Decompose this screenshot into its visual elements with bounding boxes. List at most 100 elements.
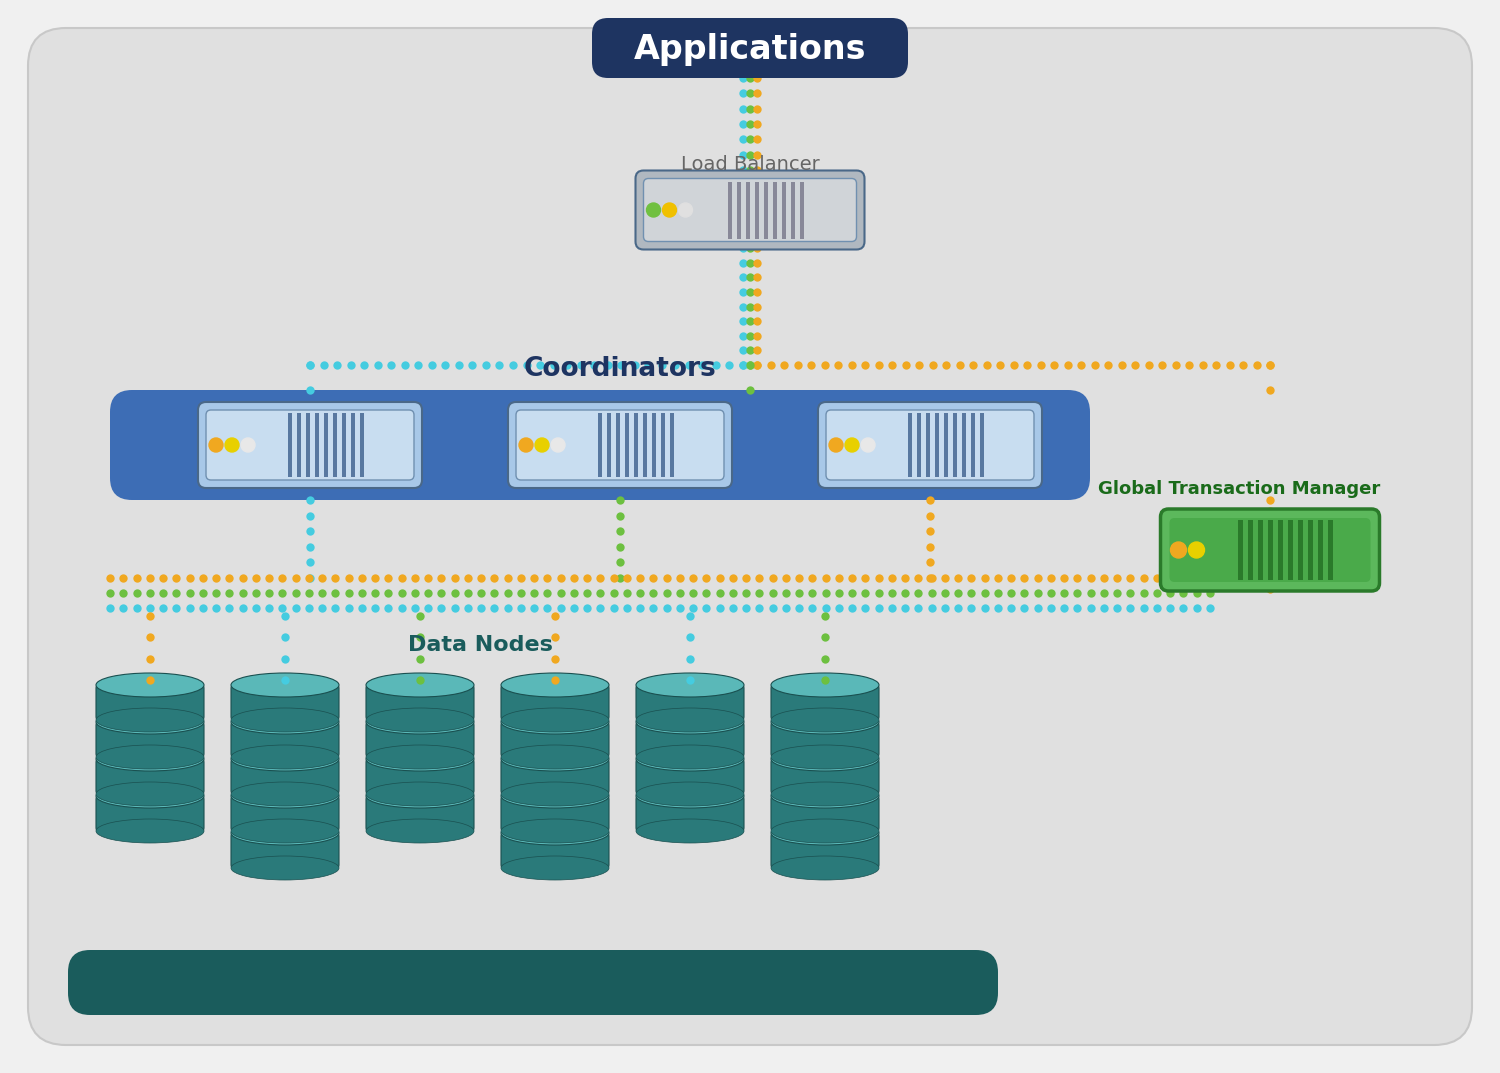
Point bbox=[840, 570, 864, 587]
Point bbox=[813, 600, 837, 617]
Point bbox=[730, 131, 754, 148]
Point bbox=[1218, 356, 1242, 373]
FancyBboxPatch shape bbox=[644, 178, 856, 241]
Point bbox=[972, 585, 996, 602]
Point bbox=[734, 600, 758, 617]
Ellipse shape bbox=[366, 708, 474, 732]
Ellipse shape bbox=[771, 784, 879, 808]
Point bbox=[730, 70, 754, 87]
Point bbox=[1092, 585, 1116, 602]
Bar bbox=[1257, 520, 1263, 580]
Point bbox=[1185, 570, 1209, 587]
Point bbox=[746, 239, 770, 256]
Point bbox=[654, 600, 678, 617]
Point bbox=[746, 356, 770, 373]
Point bbox=[654, 570, 678, 587]
Point bbox=[522, 570, 546, 587]
FancyBboxPatch shape bbox=[771, 685, 879, 720]
FancyBboxPatch shape bbox=[96, 759, 204, 794]
Point bbox=[1052, 585, 1076, 602]
Ellipse shape bbox=[231, 821, 339, 846]
Point bbox=[608, 554, 631, 571]
Ellipse shape bbox=[231, 784, 339, 808]
Point bbox=[920, 600, 944, 617]
Point bbox=[1056, 356, 1080, 373]
Bar bbox=[288, 413, 292, 477]
Point bbox=[204, 570, 228, 587]
Point bbox=[746, 327, 770, 344]
Point bbox=[774, 585, 798, 602]
Point bbox=[747, 600, 771, 617]
Ellipse shape bbox=[96, 819, 204, 843]
Point bbox=[297, 570, 321, 587]
Point bbox=[813, 629, 837, 646]
Point bbox=[730, 356, 754, 373]
Bar bbox=[980, 413, 984, 477]
Point bbox=[390, 570, 414, 587]
Point bbox=[918, 491, 942, 509]
Point bbox=[880, 600, 904, 617]
Point bbox=[1042, 356, 1066, 373]
FancyBboxPatch shape bbox=[231, 759, 339, 794]
Point bbox=[588, 600, 612, 617]
Point bbox=[509, 570, 532, 587]
Point bbox=[352, 356, 376, 373]
Point bbox=[408, 650, 432, 667]
Point bbox=[1144, 585, 1168, 602]
Point bbox=[1198, 570, 1222, 587]
Point bbox=[722, 570, 746, 587]
FancyBboxPatch shape bbox=[96, 796, 204, 831]
Ellipse shape bbox=[501, 710, 609, 734]
Point bbox=[738, 327, 762, 344]
Point bbox=[1092, 600, 1116, 617]
Point bbox=[1040, 585, 1064, 602]
Point bbox=[827, 570, 850, 587]
Point bbox=[813, 650, 837, 667]
Bar bbox=[800, 181, 804, 238]
Point bbox=[608, 491, 631, 509]
Ellipse shape bbox=[771, 821, 879, 846]
Point bbox=[366, 356, 390, 373]
Point bbox=[406, 356, 430, 373]
Point bbox=[690, 356, 714, 373]
Point bbox=[1119, 600, 1143, 617]
Point bbox=[270, 585, 294, 602]
Ellipse shape bbox=[501, 784, 609, 808]
Point bbox=[730, 254, 754, 271]
Point bbox=[746, 85, 770, 102]
Point bbox=[1092, 570, 1116, 587]
Point bbox=[738, 283, 762, 300]
Point bbox=[1110, 356, 1134, 373]
Point bbox=[738, 356, 762, 373]
Point bbox=[738, 70, 762, 87]
Point bbox=[746, 254, 770, 271]
FancyBboxPatch shape bbox=[771, 833, 879, 868]
Point bbox=[152, 570, 176, 587]
Point bbox=[536, 570, 560, 587]
FancyBboxPatch shape bbox=[636, 759, 744, 794]
FancyBboxPatch shape bbox=[771, 722, 879, 756]
FancyBboxPatch shape bbox=[96, 722, 204, 756]
Point bbox=[273, 672, 297, 689]
Point bbox=[1106, 585, 1130, 602]
Point bbox=[298, 381, 322, 398]
Ellipse shape bbox=[366, 745, 474, 769]
Point bbox=[456, 570, 480, 587]
FancyBboxPatch shape bbox=[501, 833, 609, 868]
Bar bbox=[1317, 520, 1323, 580]
Point bbox=[1119, 570, 1143, 587]
Point bbox=[429, 570, 453, 587]
Point bbox=[470, 585, 494, 602]
Bar bbox=[1268, 520, 1272, 580]
Bar bbox=[728, 181, 732, 238]
FancyBboxPatch shape bbox=[96, 685, 204, 720]
FancyBboxPatch shape bbox=[501, 685, 609, 720]
Bar bbox=[670, 413, 674, 477]
FancyBboxPatch shape bbox=[206, 410, 414, 480]
Bar bbox=[1248, 520, 1252, 580]
Point bbox=[404, 585, 427, 602]
Point bbox=[678, 672, 702, 689]
Point bbox=[708, 600, 732, 617]
Point bbox=[408, 607, 432, 624]
Point bbox=[298, 523, 322, 540]
